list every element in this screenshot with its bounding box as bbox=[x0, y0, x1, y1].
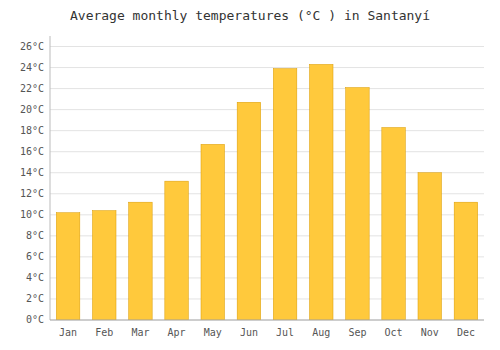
y-grid bbox=[50, 47, 484, 320]
bar bbox=[92, 211, 116, 320]
bar bbox=[56, 213, 80, 320]
grid-line bbox=[50, 130, 484, 131]
bar bbox=[346, 88, 370, 320]
x-tick-label: Jan bbox=[59, 327, 77, 338]
y-tick-label: 0°C bbox=[26, 314, 44, 325]
bar bbox=[201, 144, 225, 320]
bar bbox=[165, 181, 189, 320]
y-tick-label: 16°C bbox=[20, 146, 44, 157]
x-axis-line bbox=[50, 320, 484, 321]
y-tick-label: 20°C bbox=[20, 104, 44, 115]
bar bbox=[237, 102, 261, 320]
y-tick-label: 8°C bbox=[26, 230, 44, 241]
title: Average monthly temperatures (°C ) in Sa… bbox=[70, 8, 430, 23]
x-tick-label: May bbox=[204, 327, 222, 338]
chart-container: Average monthly temperatures (°C ) in Sa… bbox=[0, 0, 500, 350]
y-tick-label: 24°C bbox=[20, 62, 44, 73]
y-tick-label: 22°C bbox=[20, 83, 44, 94]
bar bbox=[309, 64, 333, 320]
y-tick-label: 10°C bbox=[20, 209, 44, 220]
y-tick-label: 4°C bbox=[26, 272, 44, 283]
bars bbox=[56, 64, 477, 320]
x-tick-label: Nov bbox=[421, 327, 439, 338]
bar bbox=[273, 69, 297, 320]
x-tick-label: Aug bbox=[312, 327, 330, 338]
grid-line bbox=[50, 88, 484, 89]
grid-line bbox=[50, 46, 484, 47]
y-tick-label: 12°C bbox=[20, 188, 44, 199]
y-tick-label: 6°C bbox=[26, 251, 44, 262]
grid-line bbox=[50, 151, 484, 152]
x-tick-label: Dec bbox=[457, 327, 475, 338]
x-tick-label: Feb bbox=[95, 327, 113, 338]
x-tick-label: Jul bbox=[276, 327, 294, 338]
y-tick-label: 26°C bbox=[20, 41, 44, 52]
bar bbox=[129, 202, 153, 320]
grid-line bbox=[50, 109, 484, 110]
y-tick-label: 18°C bbox=[20, 125, 44, 136]
grid-line bbox=[50, 320, 484, 321]
x-tick-label: Mar bbox=[131, 327, 149, 338]
y-tick-label: 2°C bbox=[26, 293, 44, 304]
bar bbox=[418, 173, 442, 320]
chart: Average monthly temperatures (°C ) in Sa… bbox=[0, 0, 500, 350]
bar bbox=[454, 202, 478, 320]
y-axis-line bbox=[50, 36, 51, 320]
y-tick-label: 14°C bbox=[20, 167, 44, 178]
x-tick-label: Apr bbox=[168, 327, 186, 338]
x-tick-label: Oct bbox=[385, 327, 403, 338]
x-tick-label: Sep bbox=[348, 327, 366, 338]
grid-line bbox=[50, 67, 484, 68]
bar bbox=[382, 128, 406, 320]
x-tick-label: Jun bbox=[240, 327, 258, 338]
